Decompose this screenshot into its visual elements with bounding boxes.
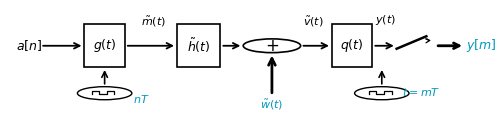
- Circle shape: [78, 87, 132, 100]
- Circle shape: [354, 87, 409, 100]
- Text: $\tilde{w}(t)$: $\tilde{w}(t)$: [260, 98, 283, 112]
- Text: $\tilde{v}(t)$: $\tilde{v}(t)$: [303, 15, 324, 29]
- Circle shape: [243, 39, 300, 53]
- Text: $\tilde{m}(t)$: $\tilde{m}(t)$: [140, 15, 166, 29]
- Text: $y[m]$: $y[m]$: [466, 37, 496, 54]
- FancyBboxPatch shape: [332, 24, 372, 67]
- Text: $nT$: $nT$: [134, 93, 150, 105]
- Text: $a[n]$: $a[n]$: [16, 38, 42, 53]
- Text: $t = mT$: $t = mT$: [402, 86, 440, 98]
- Text: $g(t)$: $g(t)$: [93, 37, 116, 54]
- Text: $+$: $+$: [265, 37, 279, 55]
- FancyBboxPatch shape: [177, 24, 220, 67]
- FancyBboxPatch shape: [84, 24, 125, 67]
- Text: $\tilde{h}(t)$: $\tilde{h}(t)$: [187, 37, 210, 55]
- Text: $y(t)$: $y(t)$: [376, 13, 396, 27]
- Text: $q(t)$: $q(t)$: [340, 37, 364, 54]
